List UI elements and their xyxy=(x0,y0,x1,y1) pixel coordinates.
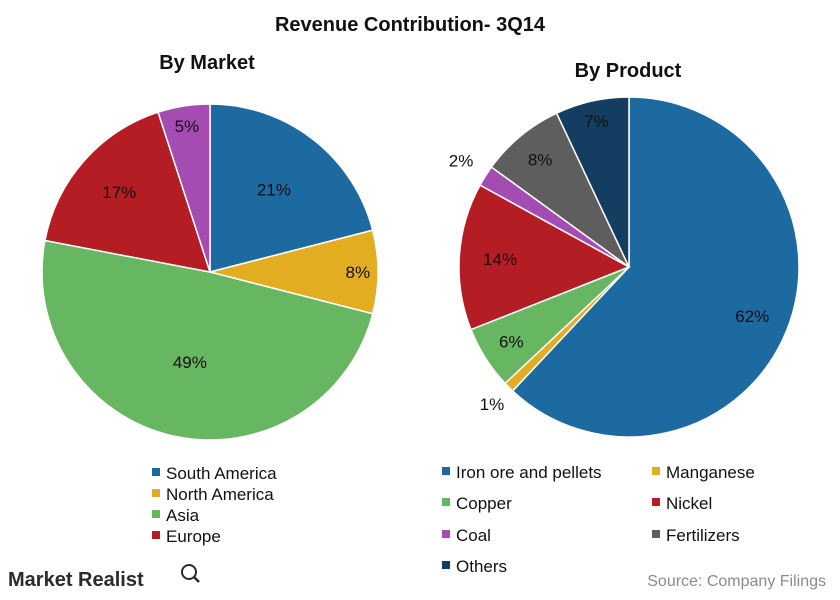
product-legend-label-others: Others xyxy=(456,557,507,576)
market-legend-label-asia: Asia xyxy=(166,506,200,525)
market-legend-label-north-america: North America xyxy=(166,485,274,504)
market-label-asia: 49% xyxy=(173,353,207,372)
market-pie-title: By Market xyxy=(159,52,255,74)
market-slice-others xyxy=(157,103,211,273)
market-label-south-america: 21% xyxy=(257,181,291,200)
market-label-others: 5% xyxy=(175,117,200,136)
magnifier-icon xyxy=(181,564,197,580)
product-label-copper: 6% xyxy=(499,333,524,352)
market-slice-europe xyxy=(44,111,212,273)
product-legend-label-fertilizers: Fertilizers xyxy=(666,526,740,545)
product-label-iron-ore-and-pellets: 62% xyxy=(735,307,769,326)
market-legend-swatch-north-america xyxy=(152,489,160,497)
market-legend-swatch-europe xyxy=(152,531,160,539)
market-legend-label-europe: Europe xyxy=(166,527,221,546)
product-legend-label-iron-ore-and-pellets: Iron ore and pellets xyxy=(456,463,602,482)
product-label-others: 7% xyxy=(584,112,609,131)
product-legend-label-coal: Coal xyxy=(456,526,491,545)
market-legend-swatch-south-america xyxy=(152,468,160,476)
product-legend: Iron ore and pellets Manganese Copper Nicke… xyxy=(442,463,755,576)
product-label-fertilizers: 8% xyxy=(528,151,553,170)
product-slice-others xyxy=(555,96,630,268)
product-legend-label-manganese: Manganese xyxy=(666,463,755,482)
product-label-nickel: 14% xyxy=(483,250,517,269)
market-slice-asia xyxy=(41,239,374,441)
brand-name: Market Realist xyxy=(8,569,144,591)
source-note: Source: Company Filings xyxy=(647,573,826,590)
market-slice-south-america xyxy=(209,103,374,273)
product-slice-nickel xyxy=(458,184,631,331)
product-pie: 62% 1% 6% 14% 2% 8% 7% xyxy=(449,96,800,438)
market-label-north-america: 8% xyxy=(346,263,371,282)
product-legend-swatch-copper xyxy=(442,498,450,506)
product-slice-iron-ore-and-pellets xyxy=(511,96,800,438)
product-legend-swatch-fertilizers xyxy=(652,530,660,538)
product-label-coal: 2% xyxy=(449,151,474,170)
market-legend-swatch-asia xyxy=(152,510,160,518)
market-label-europe: 17% xyxy=(102,183,136,202)
product-legend-label-copper: Copper xyxy=(456,494,512,513)
market-pie: 21% 8% 49% 17% 5% xyxy=(41,103,379,441)
market-legend-label-south-america: South America xyxy=(166,464,277,483)
market-legend: South America North America Asia Europe xyxy=(152,464,277,546)
product-pie-title: By Product xyxy=(575,60,682,82)
product-legend-swatch-coal xyxy=(442,530,450,538)
product-legend-swatch-manganese xyxy=(652,467,660,475)
chart-title: Revenue Contribution- 3Q14 xyxy=(275,14,546,36)
product-legend-label-nickel: Nickel xyxy=(666,494,712,513)
product-label-manganese: 1% xyxy=(480,395,505,414)
magnifier-handle xyxy=(193,576,200,583)
product-legend-swatch-others xyxy=(442,561,450,569)
market-realist-logo: Market Realist xyxy=(8,564,200,591)
product-legend-swatch-iron-ore-and-pellets xyxy=(442,467,450,475)
product-legend-swatch-nickel xyxy=(652,498,660,506)
